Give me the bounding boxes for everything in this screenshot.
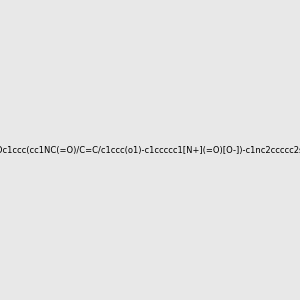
Text: COc1ccc(cc1NC(=O)/C=C/c1ccc(o1)-c1ccccc1[N+](=O)[O-])-c1nc2ccccc2s1: COc1ccc(cc1NC(=O)/C=C/c1ccc(o1)-c1ccccc1… bbox=[0, 146, 300, 154]
